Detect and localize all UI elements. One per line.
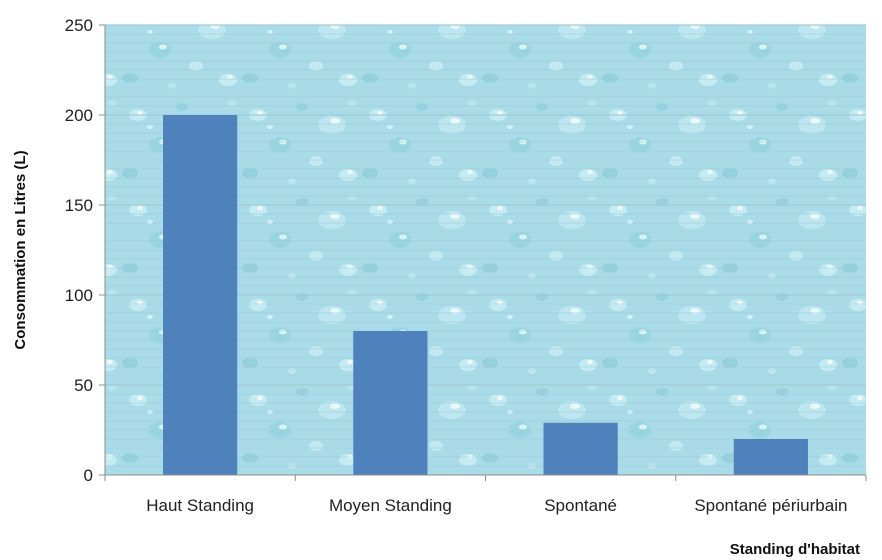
y-tick-labels: 0 50 100 150 200 250 [65, 16, 93, 485]
bar-spontan-p-riurbain [733, 439, 808, 475]
x-tick-label: Moyen Standing [329, 496, 452, 515]
y-tick-label: 150 [65, 196, 93, 215]
bar-haut-standing [163, 115, 238, 475]
x-tick-label: Haut Standing [146, 496, 254, 515]
y-axis-title: Consommation en Litres (L) [12, 150, 29, 349]
y-tick-label: 200 [65, 106, 93, 125]
bars [163, 115, 808, 475]
axes [99, 24, 867, 481]
y-tick-label: 100 [65, 286, 93, 305]
x-axis-title: Standing d'habitat [730, 541, 860, 558]
y-tick-label: 50 [74, 376, 93, 395]
y-tick-label: 250 [65, 16, 93, 35]
bar-moyen-standing [353, 331, 428, 475]
x-tick-label: Spontané périurbain [694, 496, 847, 515]
bar-spontan- [543, 422, 618, 475]
x-tick-labels: Haut Standing Moyen Standing Spontané Spont… [146, 496, 847, 515]
y-tick-label: 0 [84, 466, 93, 485]
x-tick-label: Spontané [544, 496, 617, 515]
